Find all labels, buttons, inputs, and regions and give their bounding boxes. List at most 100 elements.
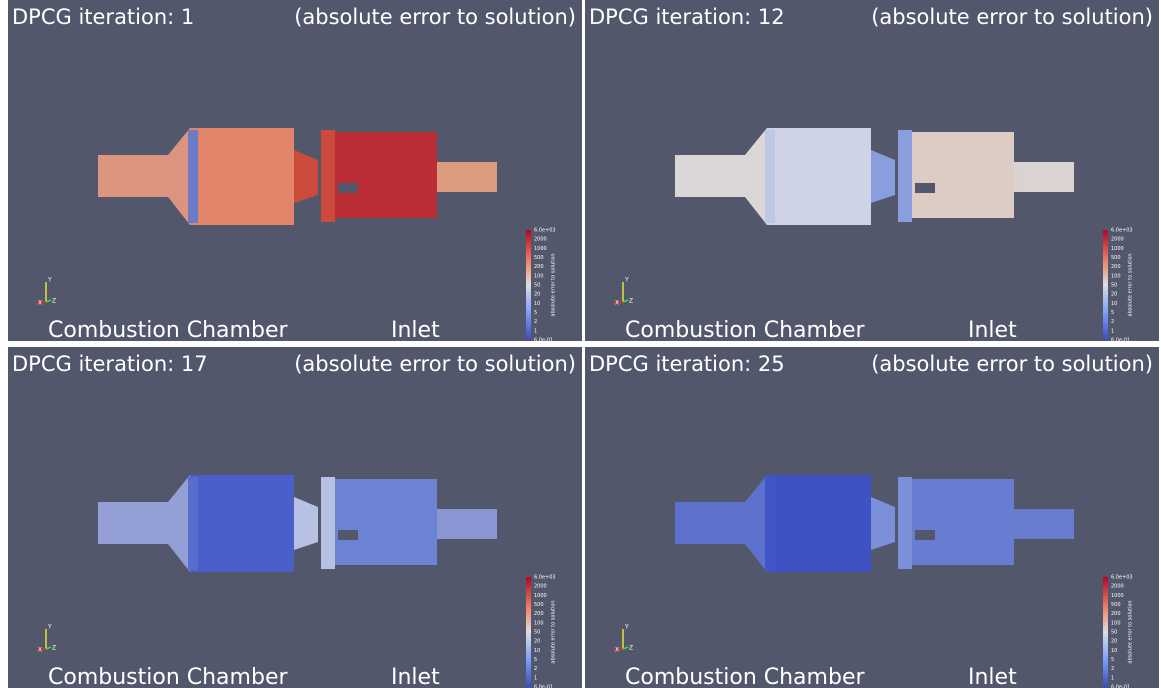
colorbar-tick-label: 1000	[1111, 593, 1124, 599]
colorbar-tick-label: 10	[1111, 648, 1117, 654]
colorbar-tick-label: 2	[1111, 666, 1114, 672]
panel: DPCG iteration: 1 (absolute error to solu…	[8, 0, 582, 344]
axis-label: Z	[629, 645, 633, 652]
colorbar-tick-label: 10	[534, 648, 540, 654]
colorbar-tick-label: 2000	[534, 584, 547, 590]
colorbar-tick-label: 500	[1111, 602, 1121, 608]
chamber-inlet-cone	[168, 475, 190, 572]
colorbar	[1103, 577, 1108, 687]
panel: DPCG iteration: 17 (absolute error to sol…	[8, 347, 582, 688]
colorbar-tick-label: 1000	[534, 246, 547, 252]
right-tube	[437, 509, 497, 539]
throat	[871, 497, 895, 550]
colorbar-tick-label: 2000	[534, 237, 547, 243]
colorbar-tick-label: 50	[534, 283, 540, 289]
colorbar-tick-label: 6.0e+03	[534, 228, 556, 234]
colorbar-tick-label: 2	[534, 666, 537, 672]
chamber-band	[188, 477, 198, 570]
region-label: Combustion Chamber	[48, 665, 288, 688]
colorbar-tick-label: 1	[534, 675, 537, 681]
colorbar-tick-label: 100	[1111, 273, 1121, 279]
panel-subtitle: (absolute error to solution)	[294, 352, 576, 376]
colorbar	[526, 577, 531, 687]
geometry	[675, 475, 1074, 572]
region-label: Inlet	[391, 318, 440, 343]
inlet	[912, 132, 1014, 218]
axis-label: X	[615, 300, 619, 307]
colorbar-tick-label: 6.0e+03	[534, 575, 556, 581]
colorbar-tick-label: 2000	[1111, 584, 1124, 590]
inlet-gap	[915, 530, 935, 540]
region-label: Combustion Chamber	[625, 665, 865, 688]
inlet-gap	[915, 183, 935, 193]
swirler	[898, 130, 912, 222]
colorbar-tick-label: 500	[1111, 255, 1121, 261]
panel-title: DPCG iteration: 25	[589, 352, 785, 376]
region-label: Inlet	[968, 665, 1017, 688]
axis-x	[35, 301, 47, 304]
colorbar-tick-label: 6.0e-01	[1111, 338, 1130, 344]
axis-label: X	[38, 647, 42, 654]
throat	[294, 497, 318, 550]
colorbar-tick-label: 200	[534, 611, 544, 617]
region-label: Combustion Chamber	[625, 318, 865, 343]
axis-label: Y	[624, 624, 629, 631]
axis-z	[622, 299, 629, 303]
axis-z	[45, 646, 52, 650]
left-tube	[675, 502, 747, 544]
axis-label: Z	[629, 298, 633, 305]
axis-z	[622, 646, 629, 650]
panel-title: DPCG iteration: 17	[12, 352, 208, 376]
colorbar-tick-label: 1000	[1111, 246, 1124, 252]
colorbar-tick-label: 1	[1111, 675, 1114, 681]
panel: DPCG iteration: 12 (absolute error to sol…	[585, 0, 1159, 344]
colorbar-tick-label: 1	[534, 328, 537, 334]
colorbar	[526, 230, 531, 340]
colorbar-tick-label: 20	[1111, 639, 1117, 645]
colorbar-tick-label: 500	[534, 602, 544, 608]
colorbar-title: absolute error to solution	[551, 253, 557, 316]
colorbar-tick-label: 6.0e+03	[1111, 575, 1133, 581]
colorbar-tick-label: 200	[534, 264, 544, 270]
colorbar-tick-label: 100	[534, 620, 544, 626]
geometry	[675, 128, 1074, 225]
colorbar-tick-label: 10	[534, 301, 540, 307]
colorbar-tick-label: 50	[1111, 283, 1117, 289]
axis-x	[612, 648, 624, 651]
colorbar-tick-label: 1	[1111, 328, 1114, 334]
panel-title: DPCG iteration: 1	[12, 5, 194, 29]
left-tube	[98, 502, 170, 544]
colorbar-tick-label: 100	[534, 273, 544, 279]
chamber-inlet-cone	[168, 128, 190, 225]
colorbar-tick-label: 2	[1111, 319, 1114, 325]
right-tube	[1014, 162, 1074, 192]
colorbar-tick-label: 5	[1111, 657, 1114, 663]
axis-label: Y	[47, 277, 52, 284]
swirler	[898, 477, 912, 569]
panel: DPCG iteration: 25 (absolute error to sol…	[585, 347, 1159, 688]
axis-label: Z	[52, 298, 56, 305]
right-tube	[437, 162, 497, 192]
chamber	[767, 128, 871, 225]
panel-subtitle: (absolute error to solution)	[871, 5, 1153, 29]
colorbar-title: absolute error to solution	[551, 600, 557, 663]
colorbar-tick-label: 200	[1111, 264, 1121, 270]
colorbar-tick-label: 6.0e-01	[534, 685, 553, 688]
chamber-band	[765, 477, 775, 570]
chamber-inlet-cone	[745, 475, 767, 572]
colorbar-tick-label: 50	[534, 630, 540, 636]
axis-label: Y	[47, 624, 52, 631]
colorbar-title: absolute error to solution	[1128, 600, 1134, 663]
chamber-inlet-cone	[745, 128, 767, 225]
geometry	[98, 128, 497, 225]
throat	[294, 150, 318, 203]
right-tube	[1014, 509, 1074, 539]
region-label: Inlet	[968, 318, 1017, 343]
axis-z	[45, 299, 52, 303]
inlet	[335, 132, 437, 218]
colorbar-tick-label: 5	[534, 310, 537, 316]
axis-x	[35, 648, 47, 651]
colorbar-tick-label: 1000	[534, 593, 547, 599]
colorbar-tick-label: 20	[1111, 292, 1117, 298]
